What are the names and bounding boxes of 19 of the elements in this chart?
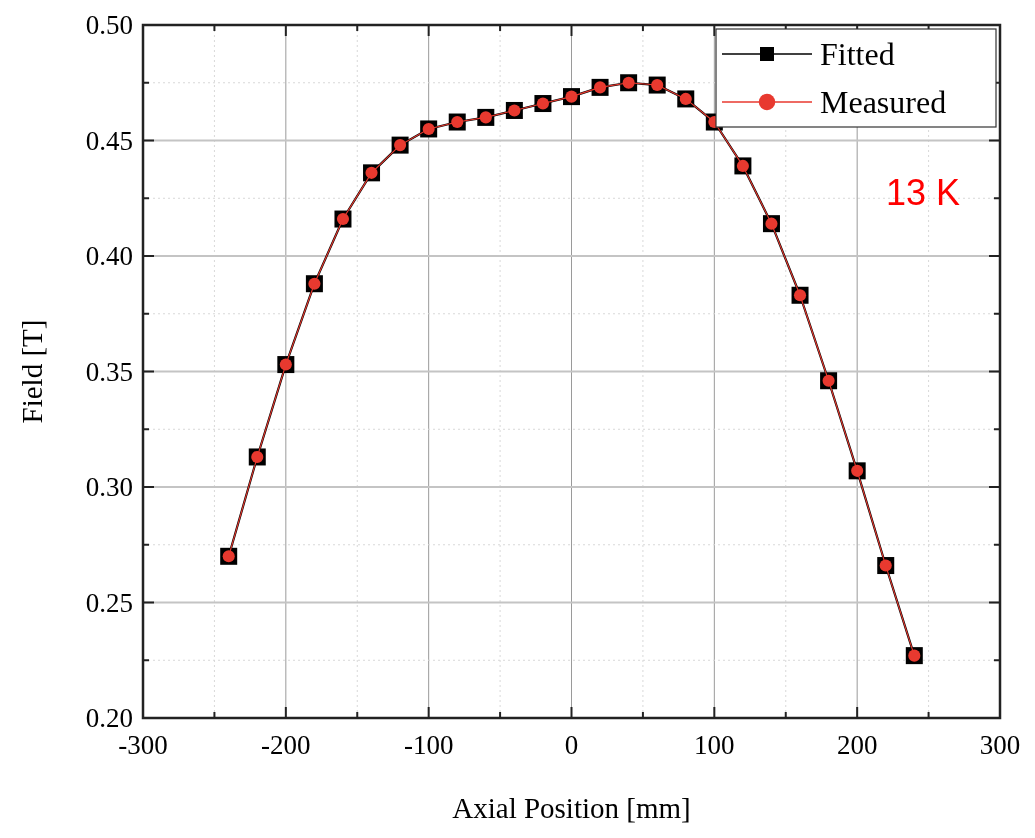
y-tick-label: 0.20 (85, 703, 133, 733)
y-tick-label: 0.30 (85, 472, 133, 502)
y-axis-title: Field [T] (16, 319, 48, 424)
x-tick-label: 200 (836, 730, 878, 760)
x-tick-label: 300 (979, 730, 1021, 760)
x-tick-label: -100 (403, 730, 454, 760)
y-tick-label: 0.35 (85, 356, 133, 387)
y-tick-label: 0.45 (85, 125, 133, 156)
x-tick-label: -300 (118, 730, 168, 760)
legend-label: Fitted (820, 36, 895, 72)
x-tick-label: -200 (261, 730, 311, 760)
y-tick-label: 0.40 (85, 241, 133, 271)
legend-label: Measured (820, 84, 947, 120)
x-tick-label: 0 (564, 730, 579, 760)
x-tick-label: 100 (694, 730, 735, 760)
annotation: 13 K (885, 172, 960, 213)
y-tick-label: 0.25 (85, 587, 133, 618)
x-axis-title: Axial Position [mm] (452, 792, 691, 824)
y-tick-label: 0.50 (85, 10, 133, 40)
